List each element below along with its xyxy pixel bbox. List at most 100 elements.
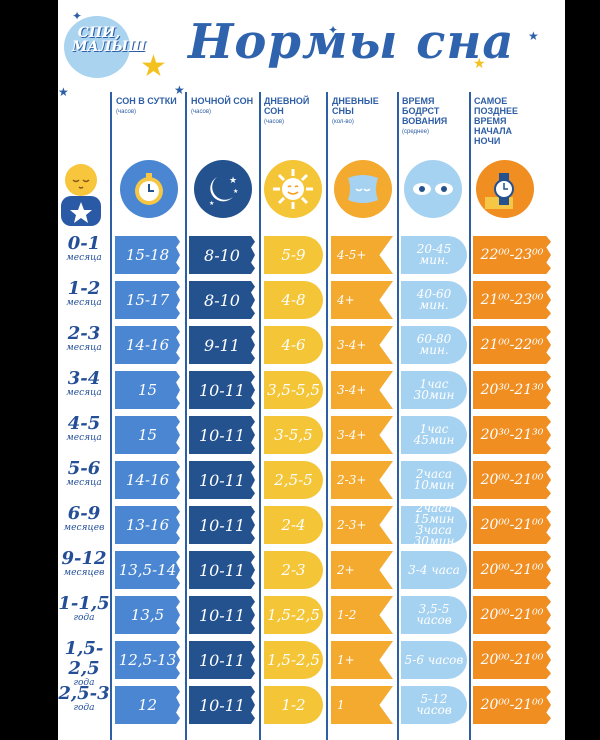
logo-text: СПИ, МАЛЫШ (72, 25, 146, 55)
day-sleep-cell: 3,5-5,5 (264, 371, 323, 409)
age-label: 0-1 месяца (58, 234, 110, 263)
age-label: 1-2 месяца (58, 279, 110, 308)
night-sleep-cell: 10-11 (189, 551, 255, 589)
sun-icon (264, 160, 322, 218)
header-sub: (часов) (264, 119, 285, 125)
age-unit: месяцев (63, 568, 105, 578)
naps-cell: 2-3+ (331, 461, 393, 499)
star-icon: ★ (528, 29, 539, 43)
age-range: 0-1 (67, 233, 101, 254)
header-label: ВРЕМЯ БОДРСТ ВОВАНИЯ (402, 96, 448, 126)
header-total-sleep: СОН В СУТКИ (часов) (116, 96, 186, 117)
age-label: 1-1,5 года (58, 594, 110, 623)
naps-cell: 2+ (331, 551, 393, 589)
header-night-sleep: НОЧНОЙ СОН (часов) (191, 96, 261, 117)
header-sub: (часов) (116, 109, 137, 115)
age-range: 3-4 (67, 368, 101, 389)
day-sleep-cell: 4-8 (264, 281, 323, 319)
age-label: 1,5-2,5 года (58, 639, 110, 688)
day-sleep-cell: 1,5-2,5 (264, 641, 323, 679)
total-sleep-cell: 13,5 (115, 596, 180, 634)
age-range: 1,5-2,5 (64, 638, 104, 679)
header-awake-time: ВРЕМЯ БОДРСТ ВОВАНИЯ (среднее) (402, 96, 464, 137)
age-range: 6-9 (67, 503, 101, 524)
naps-cell: 4+ (331, 281, 393, 319)
naps-cell: 1 (331, 686, 393, 724)
day-sleep-cell: 4-6 (264, 326, 323, 364)
header-label: ДНЕВНОЙ СОН (264, 96, 310, 116)
age-unit: года (73, 678, 95, 688)
night-sleep-cell: 10-11 (189, 686, 255, 724)
total-sleep-cell: 13,5-14 (115, 551, 180, 589)
age-unit: месяцев (63, 523, 105, 533)
moon-stars-icon: ★ ★ ★ (194, 160, 252, 218)
latest-bedtime-cell: 20⁰⁰-21⁰⁰ (473, 461, 551, 499)
awake-time-cell: 3,5-5 часов (401, 596, 467, 634)
latest-bedtime-cell: 20³⁰-21³⁰ (473, 416, 551, 454)
age-range: 9-12 (61, 548, 107, 569)
awake-time-cell: 2часа 10мин (401, 461, 467, 499)
naps-cell: 3-4+ (331, 371, 393, 409)
page-title: Нормы сна (188, 14, 515, 70)
total-sleep-cell: 13-16 (115, 506, 180, 544)
latest-bedtime-cell: 20⁰⁰-21⁰⁰ (473, 506, 551, 544)
header-sub: (среднее) (402, 129, 430, 135)
age-range: 1-2 (67, 278, 101, 299)
night-sleep-cell: 10-11 (189, 596, 255, 634)
naps-cell: 3-4+ (331, 416, 393, 454)
pillow-icon (334, 160, 392, 218)
age-unit: месяца (66, 343, 102, 353)
age-unit: месяца (66, 298, 102, 308)
svg-text:★: ★ (233, 188, 238, 195)
awake-time-cell: 2часа 15мин 3часа 30мин (401, 502, 467, 547)
total-sleep-cell: 12 (115, 686, 180, 724)
day-sleep-cell: 1,5-2,5 (264, 596, 323, 634)
awake-time-cell: 5-6 часов (401, 641, 467, 679)
naps-cell: 3-4+ (331, 326, 393, 364)
total-sleep-cell: 15-17 (115, 281, 180, 319)
latest-bedtime-cell: 20³⁰-21³⁰ (473, 371, 551, 409)
header-naps: ДНЕВНЫЕ СНЫ (кол-во) (332, 96, 392, 127)
header-day-sleep: ДНЕВНОЙ СОН (часов) (264, 96, 324, 127)
column-divider (259, 92, 261, 740)
night-sleep-cell: 8-10 (189, 236, 255, 274)
total-sleep-cell: 14-16 (115, 461, 180, 499)
naps-cell: 1+ (331, 641, 393, 679)
column-divider (397, 92, 399, 740)
day-sleep-cell: 3-5,5 (264, 416, 323, 454)
header-sub: (часов) (191, 109, 212, 115)
day-sleep-cell: 1-2 (264, 686, 323, 724)
age-label: 5-6 месяца (58, 459, 110, 488)
naps-cell: 4-5+ (331, 236, 393, 274)
naps-cell: 1-2 (331, 596, 393, 634)
age-range: 4-5 (67, 413, 101, 434)
awake-time-cell: 3-4 часа (401, 551, 467, 589)
baby-icon (61, 164, 101, 226)
svg-text:★: ★ (229, 175, 237, 185)
age-range: 2,5-3 (58, 683, 110, 704)
column-divider (469, 92, 471, 740)
age-label: 6-9 месяцев (58, 504, 110, 533)
latest-bedtime-cell: 20⁰⁰-21⁰⁰ (473, 641, 551, 679)
column-divider (185, 92, 187, 740)
age-label: 9-12 месяцев (58, 549, 110, 578)
age-label: 3-4 месяца (58, 369, 110, 398)
total-sleep-cell: 15 (115, 371, 180, 409)
age-label: 2,5-3 года (58, 684, 110, 713)
age-unit: месяца (66, 388, 102, 398)
day-sleep-cell: 2-3 (264, 551, 323, 589)
night-sleep-cell: 10-11 (189, 416, 255, 454)
latest-bedtime-cell: 21⁰⁰-22⁰⁰ (473, 326, 551, 364)
total-sleep-cell: 14-16 (115, 326, 180, 364)
star-icon: ★ (140, 50, 167, 83)
age-range: 5-6 (67, 458, 101, 479)
star-icon: ✦ (72, 9, 83, 23)
awake-time-cell: 1час 30мин (401, 371, 467, 409)
header-latest-bedtime: САМОЕ ПОЗДНЕЕ ВРЕМЯ НАЧАЛА НОЧИ (474, 96, 536, 147)
header-label: СОН В СУТКИ (116, 96, 177, 106)
awake-time-cell: 1час 45мин (401, 416, 467, 454)
night-sleep-cell: 10-11 (189, 461, 255, 499)
night-sleep-cell: 8-10 (189, 281, 255, 319)
star-icon: ★ (473, 55, 486, 71)
latest-bedtime-cell: 20⁰⁰-21⁰⁰ (473, 596, 551, 634)
